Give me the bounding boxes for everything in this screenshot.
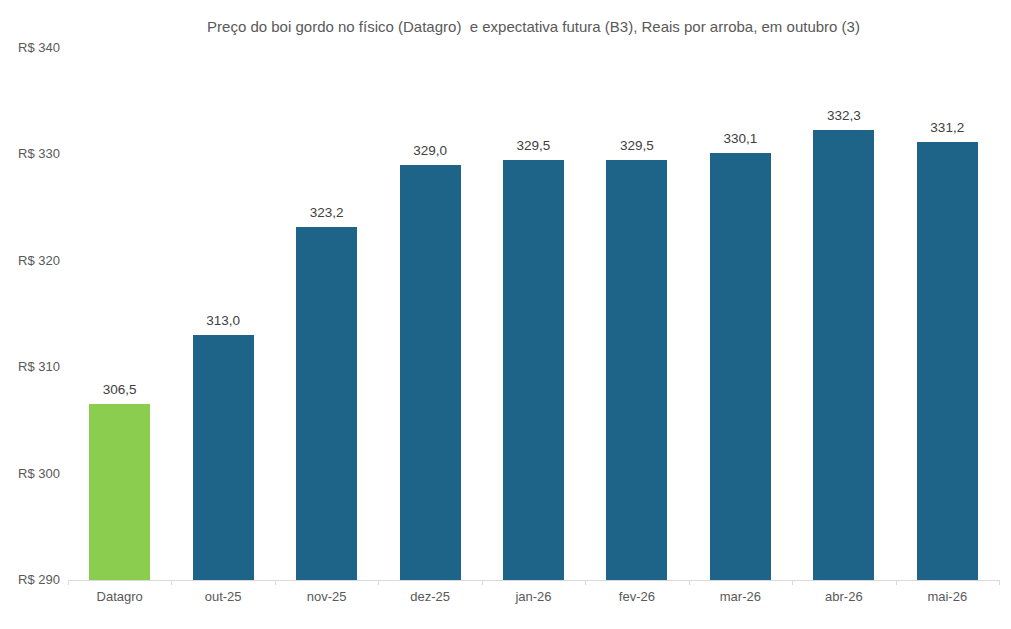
bar-value-label: 329,5 <box>494 138 574 153</box>
bar-jan-26 <box>503 160 564 580</box>
bar-chart: Preço do boi gordo no físico (Datagro) e… <box>0 0 1011 629</box>
plot-area: 306,5 313,0 323,2 329,0 329,5 329,5 330,1 332,3… <box>68 48 999 580</box>
bar-fev-26 <box>606 160 667 580</box>
bar-value-label: 306,5 <box>80 382 160 397</box>
y-tick-label: R$ 290 <box>0 570 60 590</box>
x-axis-line <box>68 580 1000 581</box>
axis-tick <box>482 580 483 585</box>
y-tick-label: R$ 300 <box>0 464 60 484</box>
bar-value-label: 329,0 <box>390 143 470 158</box>
bar-mai-26 <box>917 142 978 580</box>
bar-value-label: 332,3 <box>804 108 884 123</box>
x-tick-label-jan-26: jan-26 <box>482 588 585 606</box>
axis-tick <box>171 580 172 585</box>
axis-tick <box>999 580 1000 585</box>
y-tick-label: R$ 330 <box>0 144 60 164</box>
bar-value-label: 323,2 <box>287 205 367 220</box>
bar-dez-25 <box>400 165 461 580</box>
x-tick-label-abr-26: abr-26 <box>792 588 895 606</box>
bar-value-label: 329,5 <box>597 138 677 153</box>
bar-nov-25 <box>296 227 357 580</box>
axis-tick <box>896 580 897 585</box>
x-tick-label-fev-26: fev-26 <box>585 588 688 606</box>
axis-tick <box>378 580 379 585</box>
y-tick-label: R$ 340 <box>0 38 60 58</box>
chart-title: Preço do boi gordo no físico (Datagro) e… <box>68 18 999 35</box>
x-tick-label-dez-25: dez-25 <box>378 588 481 606</box>
axis-tick <box>792 580 793 585</box>
axis-tick <box>689 580 690 585</box>
x-tick-label-mai-26: mai-26 <box>896 588 999 606</box>
x-tick-label-nov-25: nov-25 <box>275 588 378 606</box>
axis-tick <box>585 580 586 585</box>
x-tick-label-Datagro: Datagro <box>68 588 171 606</box>
x-tick-label-mar-26: mar-26 <box>689 588 792 606</box>
bar-out-25 <box>193 335 254 580</box>
axis-tick <box>275 580 276 585</box>
bar-abr-26 <box>813 130 874 580</box>
bar-value-label: 313,0 <box>183 313 263 328</box>
bar-Datagro <box>89 404 150 580</box>
y-tick-label: R$ 310 <box>0 357 60 377</box>
axis-tick <box>68 580 69 585</box>
bar-value-label: 330,1 <box>700 131 780 146</box>
y-tick-label: R$ 320 <box>0 251 60 271</box>
x-tick-label-out-25: out-25 <box>171 588 274 606</box>
bar-mar-26 <box>710 153 771 580</box>
bar-value-label: 331,2 <box>907 120 987 135</box>
